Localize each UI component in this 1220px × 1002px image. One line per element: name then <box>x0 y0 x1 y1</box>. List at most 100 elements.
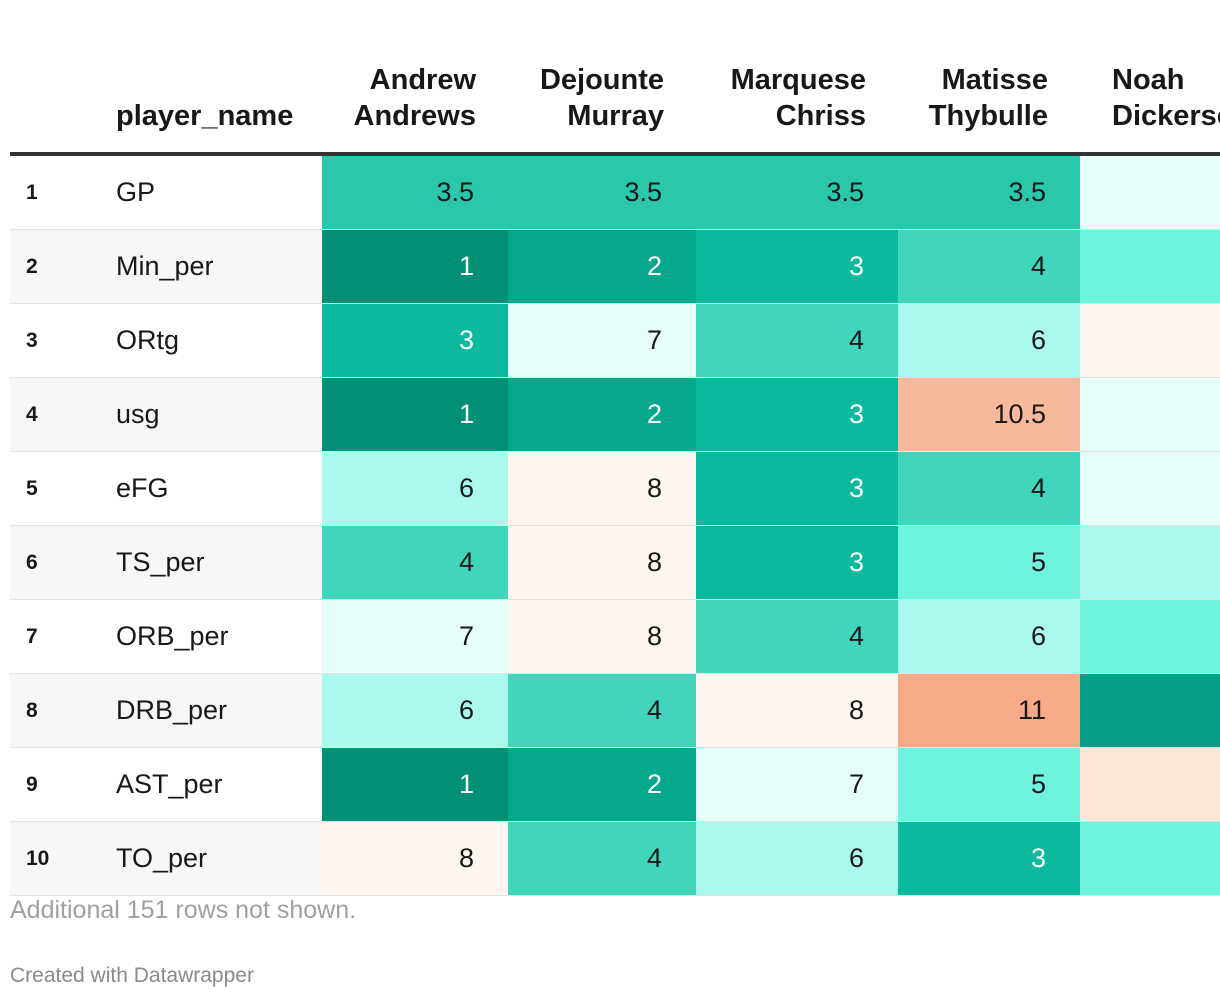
heatmap-cell: 7 <box>508 303 696 378</box>
heatmap-cell: 7 <box>322 599 508 674</box>
row-index: 10 <box>10 821 90 896</box>
heatmap-cell: 5 <box>898 525 1080 600</box>
table-body: 1 GP 3.5 3.5 3.5 3.5 2 Min_per 1 2 3 4 3 ORtg 3 7 4 6 4 usg… <box>10 154 1220 896</box>
header-player-thybulle[interactable]: Matisse Thybulle <box>898 0 1080 156</box>
row-stat-name: Min_per <box>90 229 322 304</box>
heatmap-cell: 6 <box>322 673 508 748</box>
heatmap-cell <box>1080 377 1220 452</box>
heatmap-table: player_name Andrew Andrews Dejounte Murray… <box>10 0 1220 896</box>
heatmap-cell <box>1080 154 1220 230</box>
heatmap-cell: 6 <box>322 451 508 526</box>
heatmap-cell: 7 <box>696 747 898 822</box>
heatmap-cell <box>1080 303 1220 378</box>
heatmap-cell: 2 <box>508 377 696 452</box>
heatmap-cell: 2 <box>508 229 696 304</box>
table-row: 5 eFG 6 8 3 4 <box>10 451 1220 526</box>
heatmap-cell: 11 <box>898 673 1080 748</box>
datawrapper-credit[interactable]: Created with Datawrapper <box>10 964 254 987</box>
row-stat-name: DRB_per <box>90 673 322 748</box>
table-row: 8 DRB_per 6 4 8 11 <box>10 673 1220 748</box>
heatmap-cell <box>1080 821 1220 896</box>
heatmap-cell: 4 <box>696 303 898 378</box>
header-player-murray[interactable]: Dejounte Murray <box>508 0 696 156</box>
row-stat-name: GP <box>90 154 322 230</box>
heatmap-cell: 3.5 <box>322 154 508 230</box>
heatmap-cell: 4 <box>898 229 1080 304</box>
heatmap-cell: 1 <box>322 229 508 304</box>
heatmap-cell <box>1080 451 1220 526</box>
header-player-chriss[interactable]: Marquese Chriss <box>696 0 898 156</box>
heatmap-cell: 8 <box>508 525 696 600</box>
heatmap-cell: 3 <box>696 451 898 526</box>
heatmap-cell: 4 <box>508 821 696 896</box>
heatmap-cell: 6 <box>898 303 1080 378</box>
heatmap-cell: 4 <box>322 525 508 600</box>
row-index: 5 <box>10 451 90 526</box>
heatmap-cell: 10.5 <box>898 377 1080 452</box>
row-stat-name: eFG <box>90 451 322 526</box>
header-last: Thybulle <box>928 100 1048 132</box>
header-last: Dickerson <box>1112 100 1220 132</box>
heatmap-cell: 1 <box>322 747 508 822</box>
row-index: 7 <box>10 599 90 674</box>
heatmap-cell <box>1080 673 1220 748</box>
row-stat-name: TS_per <box>90 525 322 600</box>
row-index: 9 <box>10 747 90 822</box>
heatmap-cell: 4 <box>508 673 696 748</box>
data-table-wrapper: player_name Andrew Andrews Dejounte Murray… <box>10 0 1220 896</box>
heatmap-cell: 3.5 <box>898 154 1080 230</box>
table-row: 10 TO_per 8 4 6 3 <box>10 821 1220 896</box>
table-row: 2 Min_per 1 2 3 4 <box>10 229 1220 304</box>
heatmap-cell: 3 <box>696 525 898 600</box>
heatmap-cell: 5 <box>898 747 1080 822</box>
heatmap-cell: 8 <box>696 673 898 748</box>
header-player-dickerson[interactable]: Noah Dickerson <box>1080 0 1220 156</box>
header-first: Andrew <box>369 64 476 96</box>
row-stat-name: AST_per <box>90 747 322 822</box>
table-row: 6 TS_per 4 8 3 5 <box>10 525 1220 600</box>
table-row: 7 ORB_per 7 8 4 6 <box>10 599 1220 674</box>
row-index: 4 <box>10 377 90 452</box>
heatmap-cell: 2 <box>508 747 696 822</box>
heatmap-cell <box>1080 599 1220 674</box>
header-first: Noah <box>1112 64 1185 96</box>
heatmap-cell: 4 <box>898 451 1080 526</box>
heatmap-cell: 6 <box>696 821 898 896</box>
header-player-name[interactable]: player_name <box>90 0 322 156</box>
table-row: 4 usg 1 2 3 10.5 <box>10 377 1220 452</box>
header-first: Matisse <box>941 64 1048 96</box>
header-last: Andrews <box>353 100 476 132</box>
heatmap-cell <box>1080 229 1220 304</box>
row-stat-name: ORB_per <box>90 599 322 674</box>
heatmap-cell: 3 <box>696 377 898 452</box>
header-first: Marquese <box>730 64 866 96</box>
table-row: 1 GP 3.5 3.5 3.5 3.5 <box>10 154 1220 230</box>
table-row: 3 ORtg 3 7 4 6 <box>10 303 1220 378</box>
heatmap-cell: 8 <box>508 451 696 526</box>
heatmap-cell: 6 <box>898 599 1080 674</box>
heatmap-cell: 3 <box>898 821 1080 896</box>
heatmap-cell: 1 <box>322 377 508 452</box>
heatmap-cell <box>1080 525 1220 600</box>
header-row: player_name Andrew Andrews Dejounte Murray… <box>10 0 1220 156</box>
header-last: Murray <box>567 100 664 132</box>
heatmap-cell: 3 <box>322 303 508 378</box>
heatmap-cell: 3 <box>696 229 898 304</box>
table-row: 9 AST_per 1 2 7 5 <box>10 747 1220 822</box>
heatmap-cell: 8 <box>508 599 696 674</box>
row-stat-name: ORtg <box>90 303 322 378</box>
heatmap-cell: 3.5 <box>696 154 898 230</box>
row-stat-name: TO_per <box>90 821 322 896</box>
header-last: Chriss <box>775 100 866 132</box>
heatmap-cell: 8 <box>322 821 508 896</box>
header-first: Dejounte <box>539 64 664 96</box>
table-notes: Additional 151 rows not shown. <box>10 896 357 924</box>
header-index <box>10 0 90 156</box>
header-player-andrews[interactable]: Andrew Andrews <box>322 0 508 156</box>
row-index: 8 <box>10 673 90 748</box>
row-index: 1 <box>10 154 90 230</box>
heatmap-cell <box>1080 747 1220 822</box>
row-index: 2 <box>10 229 90 304</box>
heatmap-cell: 3.5 <box>508 154 696 230</box>
heatmap-cell: 4 <box>696 599 898 674</box>
